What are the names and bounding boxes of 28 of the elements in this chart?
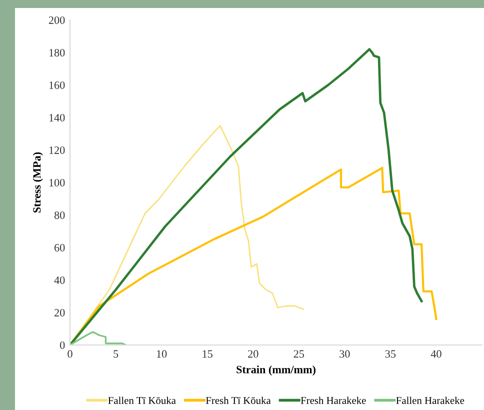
x-tick-label: 0 xyxy=(68,350,72,358)
x-axis-title: Strain (mm/mm) xyxy=(236,365,316,376)
y-tick-label: 100 xyxy=(49,178,65,186)
x-tick-label: 10 xyxy=(156,350,167,358)
x-tick-label: 35 xyxy=(385,350,396,358)
y-tick-label: 20 xyxy=(54,308,65,316)
x-tick-label: 5 xyxy=(114,350,118,358)
line-series xyxy=(70,48,423,345)
x-tick-label: 15 xyxy=(202,350,212,358)
x-tick-label: 20 xyxy=(248,350,258,358)
y-tick-label: 80 xyxy=(54,211,65,219)
y-tick-label: 200 xyxy=(48,16,65,24)
legend-label: Fallen Tī Kōuka xyxy=(108,396,176,404)
legend-label: Fresh Harakeke xyxy=(300,396,366,404)
y-tick-label: 160 xyxy=(49,81,65,89)
y-tick-label: 180 xyxy=(49,48,65,56)
legend-label: Fresh Tī Kōuka xyxy=(206,396,271,404)
legend-label: Fallen Harakeke xyxy=(396,396,464,404)
y-tick-label: 120 xyxy=(49,146,65,154)
x-tick-label: 30 xyxy=(340,350,350,358)
y-tick-label: 40 xyxy=(54,276,65,284)
y-tick-label: 60 xyxy=(54,244,65,252)
y-tick-label: 0 xyxy=(60,341,65,349)
x-tick-label: 40 xyxy=(430,350,442,358)
y-axis-title: Stress (MPa) xyxy=(32,152,43,213)
x-tick-label: 25 xyxy=(294,350,304,358)
y-tick-label: 140 xyxy=(49,114,65,122)
line-series xyxy=(70,331,127,345)
